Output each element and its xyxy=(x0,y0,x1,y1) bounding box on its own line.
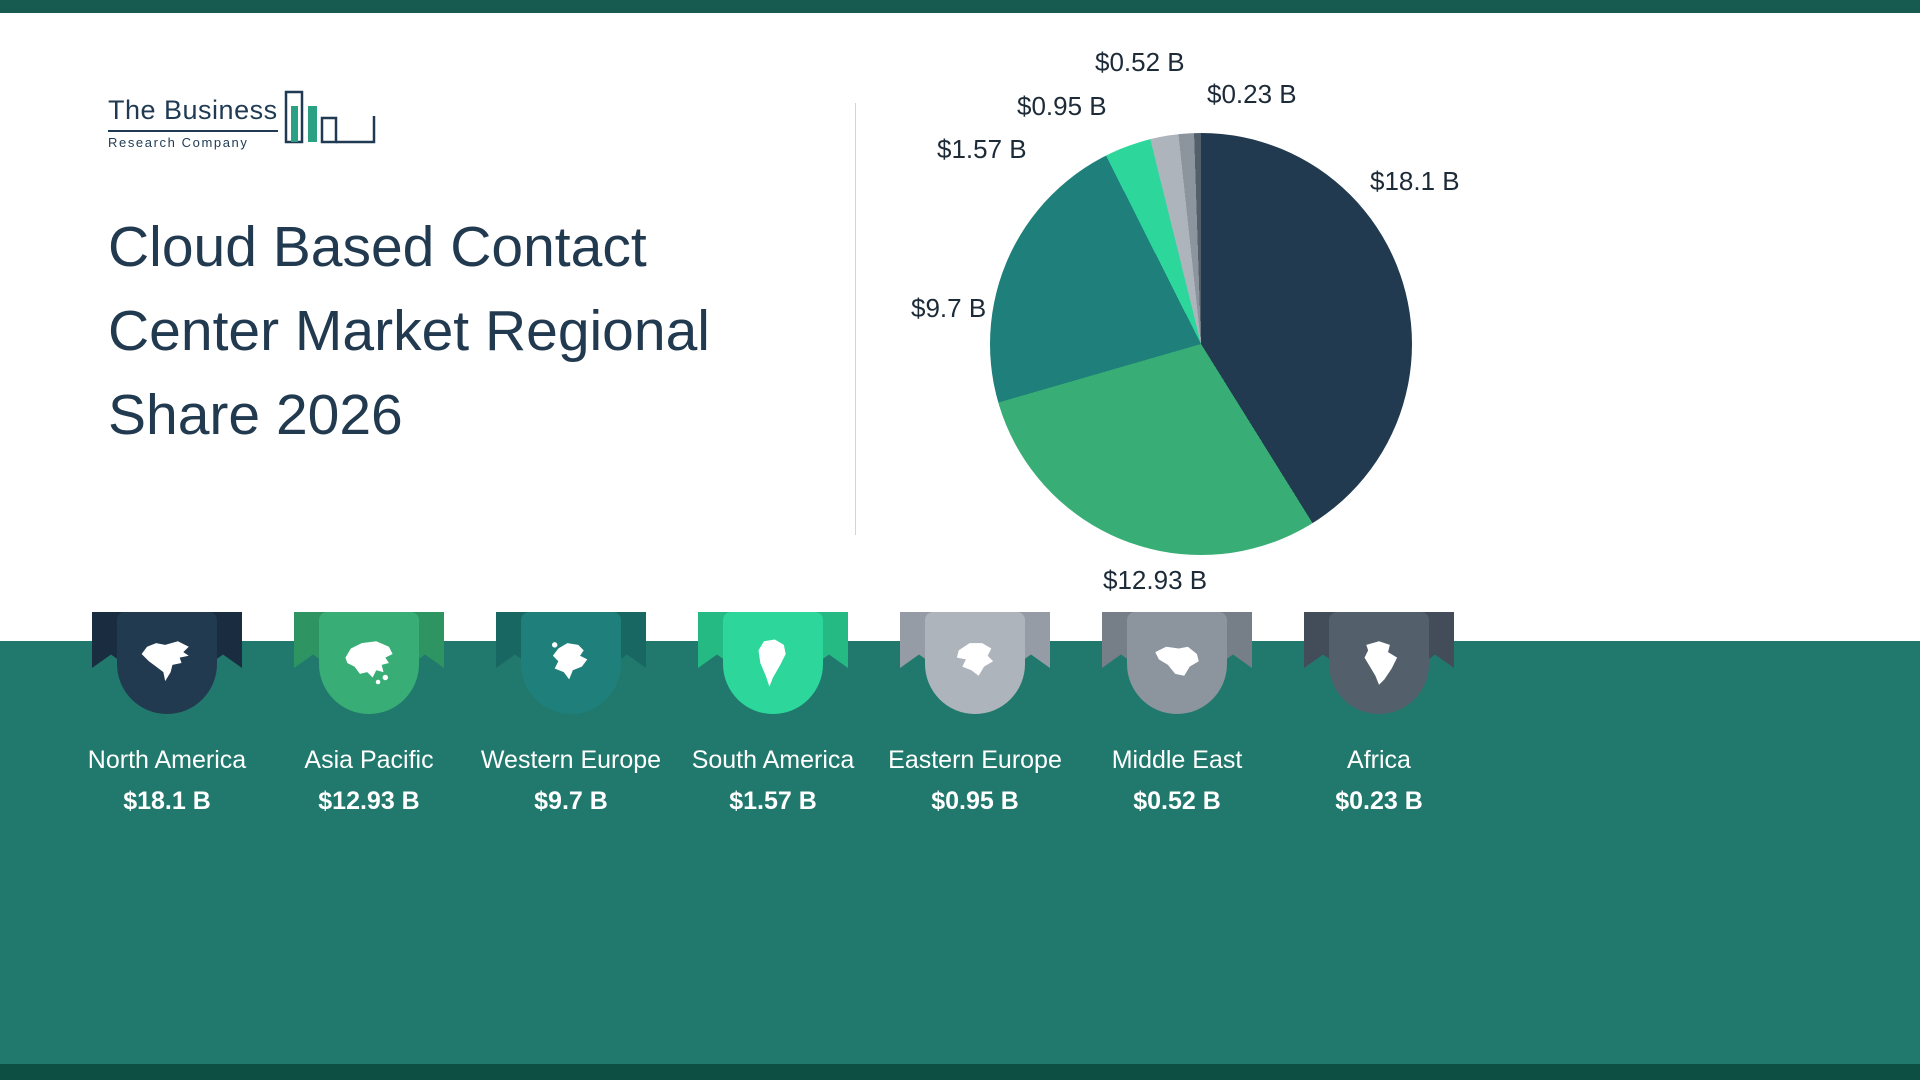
legend-value: $0.95 B xyxy=(931,787,1019,815)
legend-region-label: Africa xyxy=(1347,746,1411,774)
north-america-map-icon xyxy=(141,641,189,682)
badge xyxy=(117,612,217,714)
legend-region-label: Eastern Europe xyxy=(888,746,1062,774)
eastern-europe-ribbon-icon xyxy=(900,612,1050,716)
badge xyxy=(925,612,1025,714)
legend-item-eastern-europe: Eastern Europe $0.95 B xyxy=(880,612,1070,816)
legend-value: $0.52 B xyxy=(1133,787,1221,815)
middle-east-map-icon xyxy=(1155,646,1199,676)
pie-label-western-europe: $9.7 B xyxy=(911,293,987,323)
south-america-ribbon-icon xyxy=(698,612,848,716)
pie-chart xyxy=(990,133,1412,555)
africa-map-icon xyxy=(1364,641,1398,685)
legend-value: $12.93 B xyxy=(318,787,420,815)
title-line-3: Share 2026 xyxy=(108,383,403,447)
legend-value: $1.57 B xyxy=(729,787,817,815)
company-logo-text: The Business Research Company xyxy=(108,95,278,150)
legend-region-label: Western Europe xyxy=(480,746,662,774)
top-accent-strip xyxy=(0,0,1920,13)
legend-region-label: North America xyxy=(87,746,247,774)
region-legend: North America $18.1 B Asia Pacific $12.9… xyxy=(72,612,1474,816)
eastern-europe-map-icon xyxy=(956,643,994,676)
south-america-map-icon xyxy=(758,639,786,687)
logo-line2: Research Company xyxy=(108,135,249,150)
pie-label-asia-pacific: $12.93 B xyxy=(1103,565,1208,595)
asia-pacific-map-icon xyxy=(345,641,393,685)
vertical-divider xyxy=(855,103,856,535)
north-america-ribbon-icon xyxy=(92,612,242,716)
logo-line1: The Business xyxy=(108,95,278,132)
title-line-2: Center Market Regional xyxy=(108,299,710,363)
legend-item-africa: Africa $0.23 B xyxy=(1284,612,1474,816)
legend-item-western-europe: Western Europe $9.7 B xyxy=(476,612,666,816)
legend-value: $0.23 B xyxy=(1335,787,1423,815)
pie-label-south-america: $1.57 B xyxy=(937,134,1027,164)
legend-region-label: Middle East xyxy=(1111,746,1243,774)
legend-item-asia-pacific: Asia Pacific $12.93 B xyxy=(274,612,464,816)
legend-value: $18.1 B xyxy=(123,787,211,815)
company-logo: The Business Research Company xyxy=(108,88,380,150)
western-europe-map-icon xyxy=(551,642,588,680)
legend-value: $9.7 B xyxy=(534,787,608,815)
middle-east-ribbon-icon xyxy=(1102,612,1252,716)
pie-label-eastern-europe: $0.95 B xyxy=(1017,91,1107,121)
legend-item-north-america: North America $18.1 B xyxy=(72,612,262,816)
western-europe-ribbon-icon xyxy=(496,612,646,716)
page-title: Cloud Based Contact Center Market Region… xyxy=(108,205,808,457)
badge xyxy=(1127,612,1227,714)
logo-bars-icon xyxy=(284,90,375,144)
asia-pacific-ribbon-icon xyxy=(294,612,444,716)
pie-label-africa: $0.23 B xyxy=(1207,79,1297,109)
africa-ribbon-icon xyxy=(1304,612,1454,716)
badge xyxy=(319,612,419,714)
badge xyxy=(1329,612,1429,714)
pie-label-north-america: $18.1 B xyxy=(1370,166,1460,196)
badge xyxy=(521,612,621,714)
badge xyxy=(723,612,823,714)
bottom-accent-strip xyxy=(0,1064,1920,1080)
legend-item-south-america: South America $1.57 B xyxy=(678,612,868,816)
title-line-1: Cloud Based Contact xyxy=(108,215,647,279)
pie-label-middle-east: $0.52 B xyxy=(1095,47,1185,77)
legend-region-label: South America xyxy=(691,746,855,774)
legend-item-middle-east: Middle East $0.52 B xyxy=(1082,612,1272,816)
legend-region-label: Asia Pacific xyxy=(304,746,434,774)
